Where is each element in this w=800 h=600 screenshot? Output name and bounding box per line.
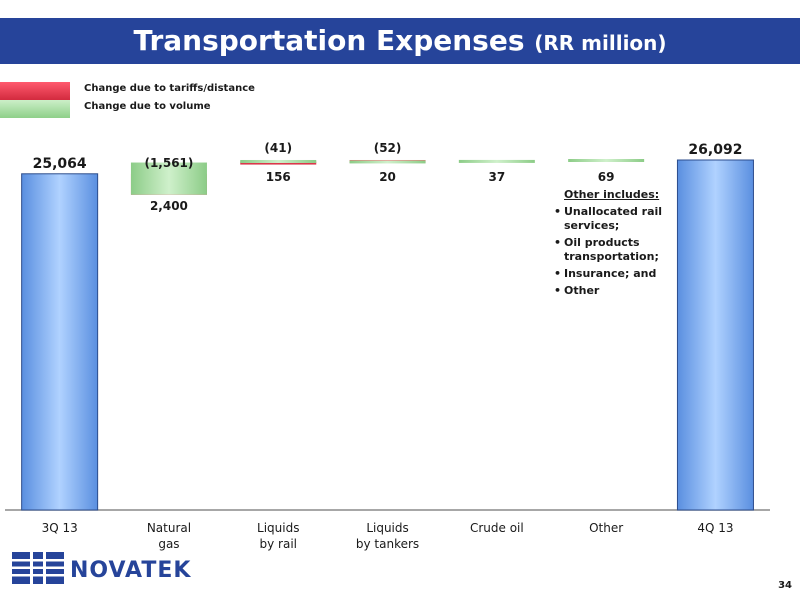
title-unit: (RR million) [534, 31, 667, 55]
note-title: Other includes: [564, 188, 660, 201]
x-tick-label: Liquids [366, 521, 408, 535]
x-tick-label: Other [589, 521, 623, 535]
bar-tariff-change [240, 161, 317, 165]
x-tick-label: by tankers [356, 537, 419, 551]
novatek-logo: NOVATEK [12, 548, 212, 588]
note-item: Oil products transportation; [552, 236, 672, 264]
x-tick-label: gas [158, 537, 179, 551]
note-item: Insurance; and [552, 267, 672, 281]
note-item: Unallocated rail services; [552, 205, 672, 233]
x-tick-label: by rail [260, 537, 298, 551]
legend-swatch-tariffs [0, 82, 70, 100]
logo-text: NOVATEK [70, 558, 192, 583]
data-label-volume: 2,400 [150, 199, 188, 213]
bar-volume-change [458, 159, 535, 163]
bar-end-total [676, 159, 754, 511]
data-label-start: 25,064 [33, 156, 87, 172]
note-item: Other [552, 284, 672, 298]
data-label-volume: 69 [598, 170, 615, 184]
bar-volume-change [130, 162, 207, 195]
data-label-end: 26,092 [688, 142, 742, 158]
legend-label-tariffs: Change due to tariffs/distance [84, 83, 255, 94]
data-label-tariff: (41) [264, 141, 292, 155]
x-tick-label: Liquids [257, 521, 299, 535]
bar-volume-change [240, 159, 317, 163]
novatek-logo-icon [12, 552, 64, 584]
data-label-tariff: (52) [374, 141, 402, 155]
x-tick-label: 4Q 13 [697, 521, 733, 535]
x-tick-label: 3Q 13 [42, 521, 78, 535]
other-includes-note: Other includes: Unallocated rail service… [552, 188, 672, 301]
data-label-tariff: (1,561) [144, 156, 193, 170]
data-label-volume: 37 [488, 170, 505, 184]
bar-volume-change [568, 159, 645, 162]
bar-volume-change [349, 160, 426, 164]
x-tick-label: Crude oil [470, 521, 524, 535]
data-label-volume: 20 [379, 170, 396, 184]
data-label-volume: 156 [266, 170, 291, 184]
page-number: 34 [778, 580, 792, 591]
bar-start-total [21, 173, 99, 511]
x-tick-label: Natural [147, 521, 191, 535]
legend-swatch-volume [0, 100, 70, 118]
page-title: Transportation Expenses (RR million) [0, 18, 800, 64]
note-list: Unallocated rail services; Oil products … [552, 205, 672, 298]
title-text: Transportation Expenses [133, 24, 525, 57]
legend-label-volume: Change due to volume [84, 101, 211, 112]
